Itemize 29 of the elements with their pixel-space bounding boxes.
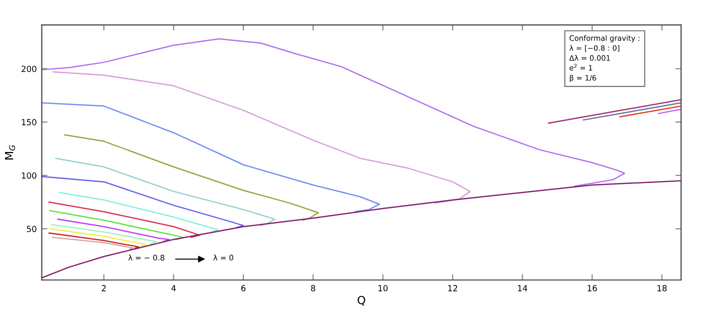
line-series bbox=[42, 180, 682, 278]
line-series bbox=[57, 218, 170, 242]
line-series bbox=[42, 102, 380, 212]
line-series bbox=[42, 176, 244, 228]
line-series bbox=[52, 236, 134, 250]
x-axis-title: Q bbox=[358, 296, 366, 306]
x-tick-label: 14 bbox=[518, 285, 528, 292]
y-tick-label: 200 bbox=[22, 66, 36, 72]
x-tick-label: 8 bbox=[311, 285, 316, 292]
line-series bbox=[48, 201, 200, 238]
line-series bbox=[50, 224, 157, 244]
line-series bbox=[64, 134, 319, 221]
x-tick-label: 2 bbox=[102, 285, 106, 292]
y-tick-label: 50 bbox=[26, 226, 36, 232]
line-series bbox=[58, 192, 219, 233]
line-series bbox=[48, 232, 140, 249]
line-series bbox=[52, 71, 471, 204]
x-tick-label: 12 bbox=[448, 285, 458, 292]
y-axis-title: M$_{G}$ bbox=[5, 145, 16, 160]
x-tick-label: 6 bbox=[241, 285, 246, 292]
y-tick-label: 100 bbox=[22, 172, 36, 179]
line-series bbox=[55, 158, 276, 226]
y-tick-label: 150 bbox=[22, 119, 36, 126]
x-tick-label: 18 bbox=[658, 285, 667, 292]
x-tick-label: 16 bbox=[588, 285, 597, 292]
line-series bbox=[49, 210, 184, 240]
x-tick-label: 10 bbox=[378, 285, 388, 292]
x-tick-label: 4 bbox=[171, 285, 176, 292]
line-series bbox=[49, 228, 148, 246]
